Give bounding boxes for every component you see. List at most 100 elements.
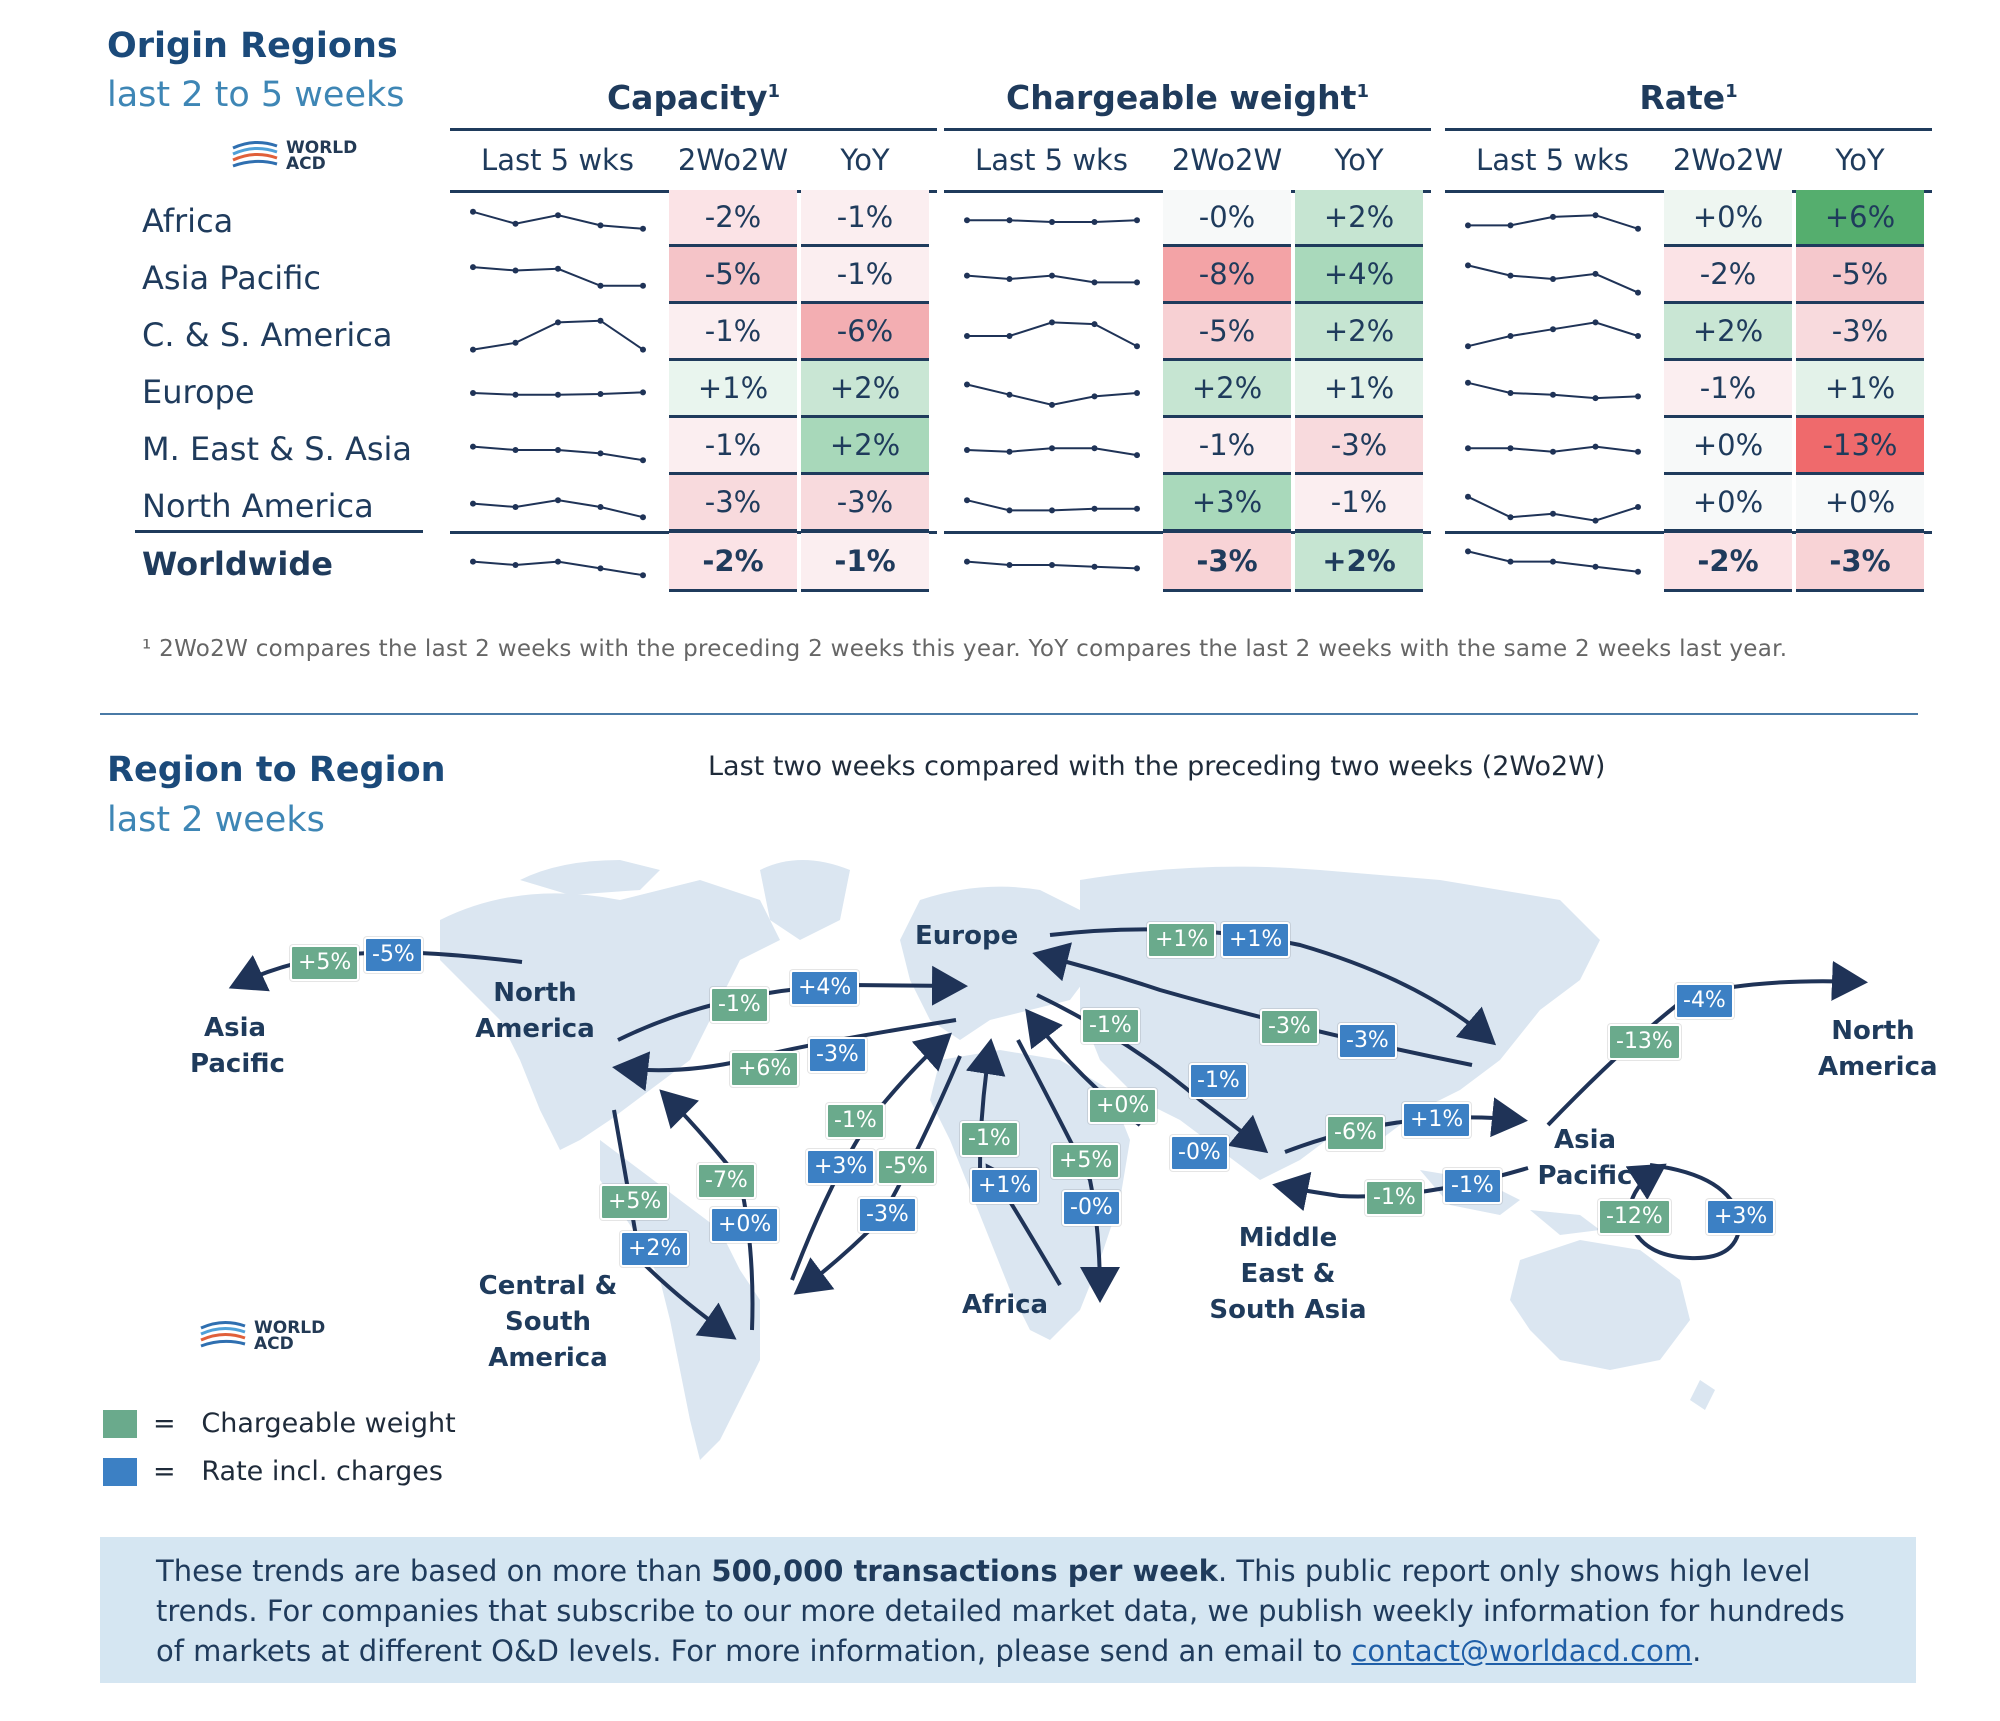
sparkline-point [470,443,476,450]
worldacd-logo-text: WORLD ACD [286,138,358,174]
sparkline-point [1592,517,1599,524]
sparkline-point [512,267,519,274]
sparkline-point [1507,445,1514,452]
sparkline [470,558,646,579]
contact-email-link[interactable]: contact@worldacd.com [1351,1634,1693,1668]
legend-label-rate: = Rate incl. charges [153,1456,443,1487]
sparkline-point [964,558,970,565]
sparkline-point [1134,217,1140,224]
value-cell: +2% [1295,190,1423,247]
badge-eu-na-cw: +6% [730,1051,800,1087]
legend-chargeable-weight: = Chargeable weight [103,1408,456,1439]
sparkline [470,264,646,289]
value-cell: +4% [1295,247,1423,304]
sparkline-point [1635,225,1641,232]
label-north-america-east: North America [1818,1016,1938,1082]
badge-ap-mesa-rate: -1% [1443,1168,1502,1204]
sparkline-point [1049,507,1055,514]
sparkline-point [555,447,561,453]
sparkline-point [1550,391,1556,398]
sparkline-point [1550,448,1556,455]
value-cell: -1% [669,304,797,361]
row-label-africa: Africa [142,202,234,240]
label-north-america: North America [475,978,595,1044]
sparkline-point [640,389,646,396]
col-head-2-0: Last 5 wks [1476,143,1629,177]
badge-csa-na-cw: -7% [697,1163,756,1199]
label-asia-pacific-west: Asia Pacific [190,1013,285,1079]
sparkline-point [964,217,970,224]
value-cell: -3% [1796,304,1924,361]
value-cell: -8% [1163,247,1291,304]
sparkline-point [964,497,970,504]
group-title-label: Capacity [606,78,768,117]
badge-ap-eu-rate: -3% [1338,1023,1397,1059]
value-cell: -3% [801,475,929,532]
value-cell: -1% [1664,361,1792,418]
sparkline-point [1635,568,1641,575]
sparkline-point [597,504,604,510]
sparkline-point [1049,219,1055,225]
sparkline [964,272,1140,286]
section-divider [100,713,1918,715]
sparkline-point [1091,279,1098,286]
sparkline [964,445,1140,459]
sparkline-point [470,208,476,215]
sparkline-point [1507,558,1514,565]
sparkline-point [1006,333,1013,339]
sparkline-point [597,565,604,572]
sparkline-point [640,282,646,289]
value-cell: +0% [1796,475,1924,532]
badge-na-eu-cw: -1% [710,987,769,1023]
group-line-0 [450,128,937,131]
row-label-m-east-s-asia: M. East & S. Asia [142,430,413,468]
sparkline-point [1507,514,1514,521]
sparkline-point [512,391,519,398]
sparkline [470,389,646,398]
value-cell: -1% [801,247,929,304]
sparkline-point [512,220,519,227]
sparkline-point [640,346,646,353]
value-cell: -3% [1796,533,1924,592]
sparkline [964,497,1140,514]
badge-csa-na-rate: +0% [710,1207,780,1243]
col-head-1-1: 2Wo2W [1171,143,1283,177]
value-cell: -3% [1163,533,1291,592]
sparkline-point [1465,493,1471,500]
badge-eu-na-rate: -3% [808,1037,867,1073]
sparkline [964,558,1140,572]
worldwide-separator-2 [1445,531,1932,534]
footnote: ¹ 2Wo2W compares the last 2 weeks with t… [142,636,1788,662]
badge-eu-mesa-rate: -0% [1170,1135,1229,1171]
label-europe: Europe [915,921,1019,951]
sparkline-point [1635,393,1641,400]
value-cell: +2% [801,361,929,418]
sparkline-point [1091,393,1098,400]
badge-ap-mesa-cw: -1% [1365,1180,1424,1216]
value-cell: +1% [1295,361,1423,418]
value-cell: -0% [1163,190,1291,247]
value-cell: -3% [669,475,797,532]
sparkline-point [1134,279,1140,286]
badge-eu-af-rate: -0% [1062,1190,1121,1226]
sparkline-point [1006,276,1013,282]
sparkline-point [1550,213,1556,220]
badge-na-ap-cw: +5% [290,945,360,981]
col-head-0-1: 2Wo2W [677,143,789,177]
sparkline-point [1635,504,1641,510]
value-cell: -5% [1163,304,1291,361]
sparkline-point [1635,333,1641,339]
sparkline-point [640,457,646,464]
sparkline [964,217,1140,225]
group-title-0: Capacity1 [450,78,937,117]
origin-title: Origin Regions [107,26,398,66]
sparkline-point [1592,443,1599,450]
value-cell: +2% [1295,304,1423,361]
badge-na-csa-rate: +2% [620,1231,690,1267]
badge-eu-ap-cw: +1% [1147,922,1217,958]
sparkline-point [1091,219,1098,225]
sparkline-point [1465,222,1471,229]
sparkline-point [1134,452,1140,459]
sparkline-point [512,447,519,453]
sparkline-point [1635,448,1641,455]
